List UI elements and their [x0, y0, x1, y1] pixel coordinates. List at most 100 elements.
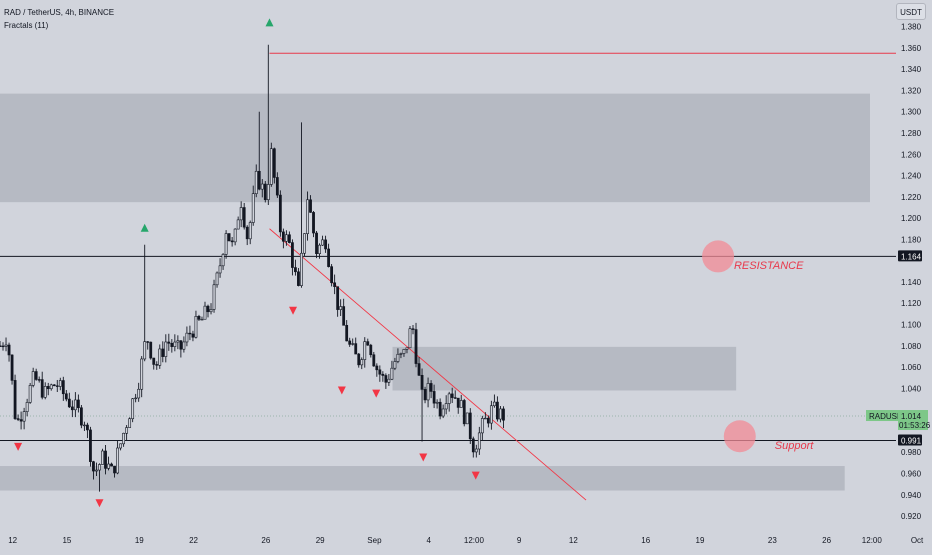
candle-body: [492, 401, 496, 407]
candle-body: [176, 340, 180, 343]
candle-body: [408, 328, 412, 349]
x-tick-label: 15: [62, 536, 71, 545]
candle-body: [236, 219, 240, 230]
candle-body: [131, 398, 135, 420]
chart-legend: RAD / TetherUS, 4h, BINANCE Fractals (11…: [4, 6, 114, 32]
down-fractal-icon: [289, 306, 298, 315]
candle-body: [197, 316, 201, 320]
candle-body: [34, 371, 38, 380]
support-price-badge-bg: [898, 434, 922, 446]
candle-body: [28, 385, 32, 403]
candle-body: [239, 207, 243, 221]
annotation-label: Support: [775, 440, 814, 452]
candle-body: [471, 438, 475, 453]
y-tick-label: 1.140: [901, 278, 922, 287]
candle-body: [209, 309, 213, 313]
candle-body: [95, 469, 98, 472]
candle-body: [327, 248, 330, 267]
x-tick-label: 29: [316, 536, 325, 545]
candle-body: [278, 194, 282, 233]
indicator-label: Fractals (11): [4, 21, 49, 30]
candle-body: [61, 380, 65, 395]
lower-zone: [0, 466, 845, 491]
candle-body: [429, 383, 433, 392]
candle-body: [315, 232, 318, 255]
x-tick-label: 19: [696, 536, 705, 545]
highlight-circle: [702, 240, 735, 273]
candle-body: [499, 408, 502, 420]
candle-body: [7, 344, 11, 356]
candle-body: [387, 378, 391, 383]
candle-body: [146, 341, 150, 343]
candle-body: [402, 349, 406, 354]
upper-zone: [0, 93, 870, 203]
candle-body: [294, 267, 297, 273]
candle-body: [345, 325, 349, 342]
candle-body: [369, 344, 373, 356]
y-tick-label: 1.340: [901, 65, 922, 74]
y-tick-label: 1.320: [901, 86, 922, 95]
candle-body: [496, 401, 499, 420]
candle-body: [489, 405, 493, 424]
candle-body: [152, 357, 156, 365]
candle-body: [272, 148, 276, 178]
candle-body: [49, 384, 53, 390]
candle-body: [19, 419, 23, 422]
candle-body: [405, 347, 409, 350]
support-price-badge: 0.991: [901, 436, 922, 445]
candle-body: [390, 367, 394, 380]
y-tick-label: 1.200: [901, 214, 922, 223]
y-tick-label: 1.100: [901, 321, 922, 330]
candle-body: [330, 266, 334, 284]
x-tick-label: 23: [768, 536, 777, 545]
candle-body: [200, 318, 204, 321]
candle-body: [474, 448, 478, 453]
candle-body: [221, 254, 225, 267]
candle-body: [284, 234, 288, 242]
candle-body: [393, 361, 397, 369]
candle-body: [194, 316, 198, 338]
candle-body: [248, 222, 252, 240]
x-tick-label: 16: [641, 536, 650, 545]
candle-body: [173, 341, 177, 347]
up-fractal-icon: [140, 223, 149, 232]
y-tick-label: 0.960: [901, 469, 922, 478]
candle-body: [182, 341, 186, 350]
candle-body: [297, 271, 300, 286]
candle-body: [67, 398, 71, 408]
candle-body: [125, 427, 129, 434]
candle-body: [58, 380, 62, 387]
candle-body: [64, 393, 68, 400]
last-price-badge: 1.014: [901, 412, 922, 421]
y-tick-label: 1.040: [901, 384, 922, 393]
candle-body: [318, 244, 321, 255]
candle-body: [366, 341, 370, 346]
highlight-circle: [723, 420, 756, 453]
x-tick-label: 22: [189, 536, 198, 545]
candle-body: [233, 228, 237, 243]
candle-body: [351, 343, 355, 345]
candle-body: [426, 383, 430, 401]
candle-body: [411, 328, 415, 330]
candle-body: [179, 340, 183, 350]
candle-body: [31, 371, 35, 386]
y-tick-label: 1.080: [901, 342, 922, 351]
annotation-label: RESISTANCE: [734, 260, 804, 272]
candle-body: [4, 344, 8, 347]
candle-body: [143, 341, 147, 360]
candle-body: [16, 418, 20, 420]
symbol-badge: RADUSDT: [869, 412, 908, 421]
candle-body: [73, 399, 77, 411]
y-tick-label: 1.180: [901, 235, 922, 244]
currency-button[interactable]: USDT: [896, 3, 926, 20]
down-fractal-icon: [419, 453, 428, 462]
candle-body: [158, 348, 162, 366]
candle-body: [254, 170, 258, 194]
candle-body: [465, 412, 469, 425]
candle-body: [360, 359, 364, 366]
candle-body: [414, 329, 418, 364]
symbol-title: RAD / TetherUS, 4h, BINANCE: [4, 8, 115, 17]
candle-body: [203, 305, 207, 320]
